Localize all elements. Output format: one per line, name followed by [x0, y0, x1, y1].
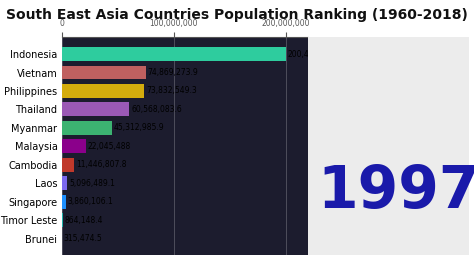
Text: South East Asia Countries Population Ranking (1960-2018): South East Asia Countries Population Ran… — [6, 8, 468, 22]
Text: 3,860,106.1: 3,860,106.1 — [68, 197, 113, 206]
Bar — [62, 176, 67, 190]
Text: 5,096,489.1: 5,096,489.1 — [69, 179, 115, 188]
Text: 45,312,985.9: 45,312,985.9 — [114, 123, 164, 132]
Bar — [62, 47, 286, 61]
Bar — [62, 139, 86, 153]
Text: 200,406,015.9: 200,406,015.9 — [288, 49, 344, 59]
Bar — [62, 66, 146, 80]
Text: 11,446,807.8: 11,446,807.8 — [76, 160, 127, 169]
Text: 73,832,549.3: 73,832,549.3 — [146, 86, 197, 95]
Bar — [62, 102, 129, 116]
Bar — [62, 213, 63, 227]
Text: 315,474.5: 315,474.5 — [64, 234, 102, 243]
Text: 22,045,488: 22,045,488 — [88, 142, 131, 151]
Bar — [62, 84, 145, 98]
Text: 60,568,083.6: 60,568,083.6 — [131, 105, 182, 114]
Bar — [62, 195, 66, 209]
Bar — [62, 158, 74, 172]
Text: 1997: 1997 — [317, 163, 474, 220]
Text: 74,869,273.9: 74,869,273.9 — [147, 68, 198, 77]
Text: 864,148.4: 864,148.4 — [64, 215, 103, 225]
Bar — [62, 121, 112, 135]
